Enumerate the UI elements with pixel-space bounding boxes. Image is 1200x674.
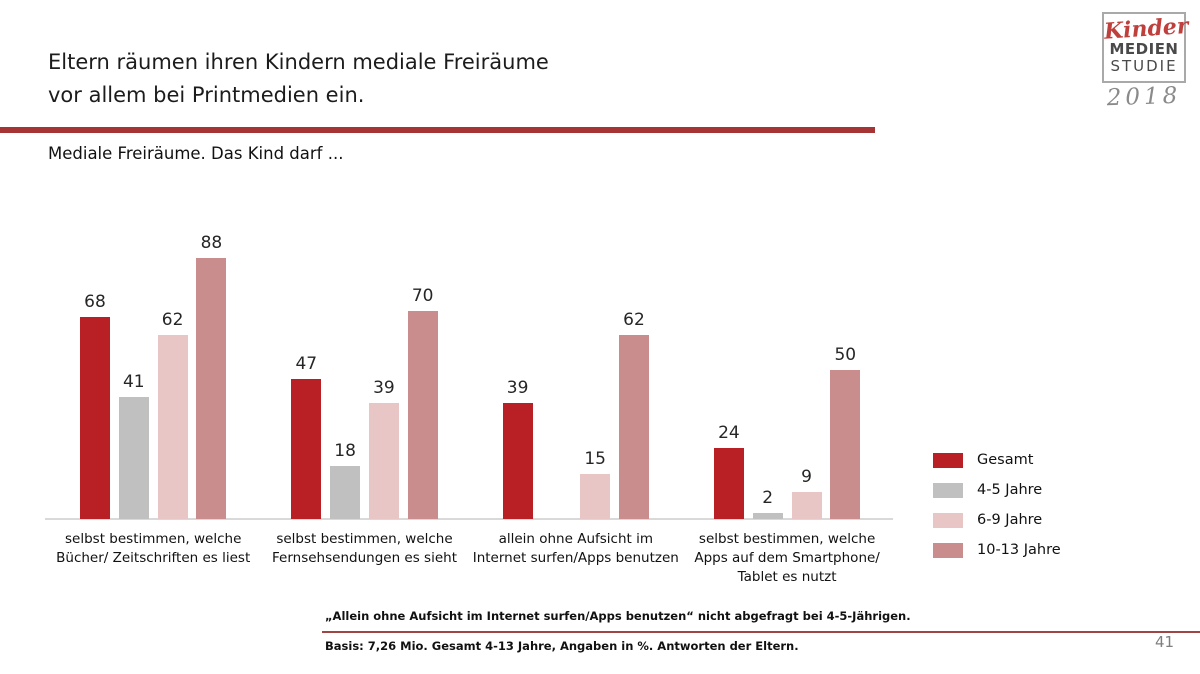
bar-gesamt-group-3 xyxy=(502,403,533,519)
chart-legend: Gesamt 4-5 Jahre 6-9 Jahre 10-13 Jahre xyxy=(933,452,1061,572)
basis-text: Basis: 7,26 Mio. Gesamt 4-13 Jahre, Anga… xyxy=(325,639,799,653)
legend-label: Gesamt xyxy=(977,452,1034,468)
legend-label: 6-9 Jahre xyxy=(977,512,1043,528)
bar-10-13-jahre-group-1 xyxy=(196,258,227,519)
bar-gesamt-group-1 xyxy=(80,317,110,519)
legend-swatch xyxy=(933,452,963,468)
kinder-medien-studie-logo: Kinder MEDIEN STUDIE 2018 xyxy=(1100,12,1190,112)
bar-value-label: 88 xyxy=(200,233,223,253)
legend-label: 4-5 Jahre xyxy=(977,482,1043,498)
logo-year: 2018 xyxy=(1106,82,1182,112)
bar-6-9-jahre-group-2 xyxy=(368,403,399,519)
bar-value-label: 18 xyxy=(334,441,356,461)
page-number: 41 xyxy=(1155,633,1175,651)
bar-value-label: 24 xyxy=(718,423,740,443)
footer-divider-line xyxy=(322,631,1200,633)
bar-6-9-jahre-group-1 xyxy=(157,335,188,519)
logo-studie-text: STUDIE xyxy=(1110,57,1178,75)
category-label-2: selbst bestimmen, welche Fernsehsendunge… xyxy=(272,531,457,566)
bar-value-label: 39 xyxy=(506,378,529,398)
logo-box: Kinder MEDIEN STUDIE xyxy=(1102,12,1190,83)
category-label-3: allein ohne Aufsicht im Internet surfen/… xyxy=(472,531,679,566)
bar-value-label: 50 xyxy=(834,345,857,365)
bar-value-label: 70 xyxy=(411,286,434,306)
bar-value-label: 15 xyxy=(584,449,606,469)
legend-swatch xyxy=(933,482,963,498)
bar-value-label: 47 xyxy=(295,354,318,374)
logo-medien-text: MEDIEN xyxy=(1109,40,1179,58)
footnote-text: „Allein ohne Aufsicht im Internet surfen… xyxy=(325,609,911,623)
bar-10-13-jahre-group-2 xyxy=(407,311,438,519)
chart-subtitle: Mediale Freiräume. Das Kind darf ... xyxy=(48,144,344,163)
bar-value-label: 2 xyxy=(762,488,774,508)
bar-10-13-jahre-group-4 xyxy=(830,370,861,519)
bar-4-5-jahre-group-2 xyxy=(330,466,361,519)
x-axis-line xyxy=(45,518,893,520)
legend-item-4-5-jahre: 4-5 Jahre xyxy=(933,482,1061,498)
logo-kinder-text: Kinder xyxy=(1103,12,1190,45)
bar-gesamt-group-4 xyxy=(713,448,744,519)
bar-6-9-jahre-group-3 xyxy=(580,474,611,519)
bar-4-5-jahre-group-1 xyxy=(118,397,149,519)
bar-value-label: 39 xyxy=(373,378,395,398)
legend-item-10-13-jahre: 10-13 Jahre xyxy=(933,542,1061,558)
bar-value-label: 68 xyxy=(84,292,106,312)
bar-value-label: 41 xyxy=(122,372,145,392)
legend-label: 10-13 Jahre xyxy=(977,542,1061,558)
category-label-1: selbst bestimmen, welche Bücher/ Zeitsch… xyxy=(56,531,251,566)
bar-4-5-jahre-group-4 xyxy=(752,513,783,519)
bar-6-9-jahre-group-4 xyxy=(791,492,822,519)
category-label-4: selbst bestimmen, welche Apps auf dem Sm… xyxy=(694,531,880,585)
legend-swatch xyxy=(933,542,963,558)
title-accent-bar xyxy=(0,127,875,133)
legend-item-6-9-jahre: 6-9 Jahre xyxy=(933,512,1061,528)
bar-gesamt-group-2 xyxy=(291,379,322,519)
legend-swatch xyxy=(933,512,963,528)
legend-item-gesamt: Gesamt xyxy=(933,452,1061,468)
page-title: Eltern räumen ihren Kindern mediale Frei… xyxy=(48,50,549,107)
bar-10-13-jahre-group-3 xyxy=(619,335,649,519)
bar-value-label: 62 xyxy=(623,310,645,330)
bar-value-label: 9 xyxy=(801,467,812,487)
bar-chart-plot-area: 68 41 62 88 47 18 39 70 39 15 62 24 2 9 50 xyxy=(45,188,895,520)
bar-value-label: 62 xyxy=(161,310,184,330)
